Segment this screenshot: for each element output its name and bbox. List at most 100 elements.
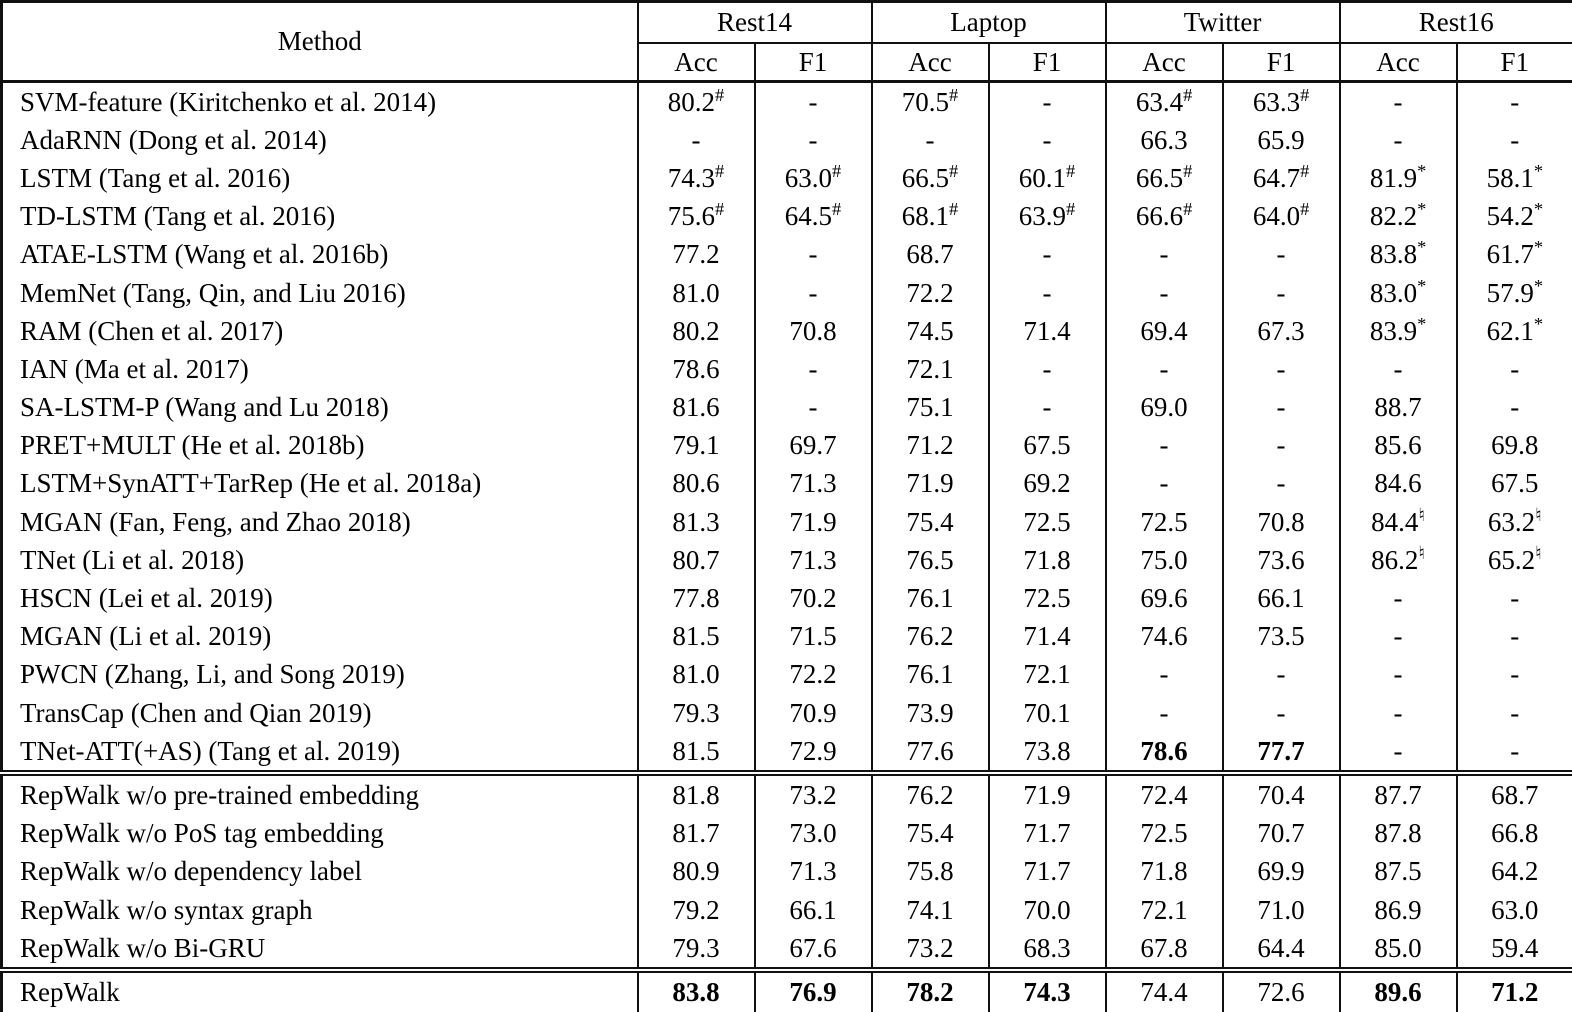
subheader-twitter-acc: Acc bbox=[1104, 43, 1223, 83]
value-cell: 71.7 bbox=[987, 814, 1106, 853]
value-cell: - bbox=[1455, 121, 1572, 160]
value-superscript-marker: * bbox=[1533, 199, 1543, 220]
value-cell: - bbox=[987, 388, 1106, 427]
value-cell: 64.5# bbox=[753, 197, 872, 236]
value-cell: 81.5 bbox=[636, 617, 755, 656]
table-row: LSTM (Tang et al. 2016) 74.3# 63.0# 66.5# 60… bbox=[2, 159, 1572, 198]
value-cell: - bbox=[1221, 464, 1340, 504]
subheader-twitter-f1: F1 bbox=[1221, 43, 1340, 83]
value-cell: 70.8 bbox=[753, 312, 872, 351]
method-cell: HSCN (Lei et al. 2019) bbox=[20, 583, 273, 614]
value-cell: 80.9 bbox=[636, 852, 755, 891]
table-row: PRET+MULT (He et al. 2018b) 79.1 69.7 71.2 6… bbox=[2, 426, 1572, 465]
value-cell: 70.1 bbox=[987, 694, 1106, 733]
value-cell: - bbox=[1221, 350, 1340, 389]
value-cell: 75.0 bbox=[1104, 541, 1223, 580]
value-superscript-marker: # bbox=[1300, 84, 1310, 105]
value-cell: 63.3# bbox=[1221, 81, 1340, 122]
value-cell: 70.8 bbox=[1221, 503, 1340, 542]
value-cell: 64.0# bbox=[1221, 197, 1340, 236]
value-cell: 69.9 bbox=[1221, 852, 1340, 891]
value-cell: - bbox=[1455, 81, 1572, 122]
value-cell: 76.9 bbox=[753, 967, 872, 1012]
value-cell: 72.5 bbox=[987, 503, 1106, 542]
value-cell: - bbox=[1104, 694, 1223, 733]
value-cell: 70.4 bbox=[1221, 770, 1340, 815]
value-cell: 69.8 bbox=[1455, 426, 1572, 465]
value-cell: 73.6 bbox=[1221, 541, 1340, 580]
value-cell: 63.9# bbox=[987, 197, 1106, 236]
method-cell: RepWalk w/o Bi-GRU bbox=[20, 932, 266, 963]
value-cell: 88.7 bbox=[1338, 388, 1457, 427]
value-cell: 70.9 bbox=[753, 694, 872, 733]
table-row: RepWalk w/o pre-trained embedding 81.8 73.… bbox=[1, 770, 1572, 815]
value-cell: - bbox=[1221, 235, 1340, 274]
value-cell: 74.6 bbox=[1104, 617, 1223, 656]
value-cell: 85.6 bbox=[1338, 426, 1457, 465]
value-cell: 80.2# bbox=[636, 81, 755, 122]
value-cell: - bbox=[753, 81, 872, 122]
value-cell: - bbox=[1455, 617, 1572, 656]
subheader-rest16-f1: F1 bbox=[1455, 43, 1572, 83]
value-cell: 84.4♮ bbox=[1338, 503, 1457, 542]
table-row: TNet (Li et al. 2018) 80.7 71.3 76.5 71.8 75.… bbox=[2, 541, 1572, 580]
subheader-rest14-acc: Acc bbox=[636, 43, 755, 83]
method-cell: RepWalk w/o dependency label bbox=[20, 856, 362, 887]
value-cell: 68.7 bbox=[870, 235, 989, 274]
value-cell: 72.4 bbox=[1104, 770, 1223, 815]
column-group-rest16: Rest16 bbox=[1338, 1, 1572, 44]
value-cell: - bbox=[753, 235, 872, 274]
subheader-laptop-acc: Acc bbox=[870, 43, 989, 83]
value-cell: 76.1 bbox=[870, 655, 989, 694]
table-row: RepWalk w/o PoS tag embedding 81.7 73.0 75.… bbox=[2, 814, 1572, 853]
value-superscript-marker: * bbox=[1533, 313, 1543, 334]
value-cell: 71.2 bbox=[870, 426, 989, 465]
value-cell: - bbox=[1338, 81, 1457, 122]
value-superscript-marker: ♮ bbox=[1535, 542, 1542, 563]
value-cell: 76.2 bbox=[870, 617, 989, 656]
value-cell: - bbox=[987, 350, 1106, 389]
value-cell: 74.3 bbox=[987, 967, 1106, 1012]
value-cell: 74.5 bbox=[870, 312, 989, 351]
method-cell: AdaRNN (Dong et al. 2014) bbox=[20, 124, 327, 155]
value-cell: 66.1 bbox=[753, 890, 872, 930]
value-cell: 70.0 bbox=[987, 890, 1106, 930]
value-cell: - bbox=[1104, 426, 1223, 465]
value-cell: 71.4 bbox=[987, 312, 1106, 351]
value-cell: 75.1 bbox=[870, 388, 989, 427]
value-cell: 72.5 bbox=[1104, 503, 1223, 542]
value-cell: 81.8 bbox=[636, 770, 755, 815]
value-cell: 59.4 bbox=[1455, 929, 1572, 971]
value-cell: 66.3 bbox=[1104, 121, 1223, 160]
table-body: SVM-feature (Kiritchenko et al. 2014) 80.… bbox=[1, 81, 1572, 1012]
value-cell: 86.9 bbox=[1338, 890, 1457, 930]
value-cell: 63.2♮ bbox=[1455, 503, 1572, 542]
value-cell: 78.6 bbox=[636, 350, 755, 389]
value-superscript-marker: # bbox=[1066, 160, 1076, 181]
column-group-twitter: Twitter bbox=[1104, 1, 1340, 44]
value-cell: 73.0 bbox=[753, 814, 872, 853]
value-cell: 81.7 bbox=[636, 814, 755, 853]
column-group-laptop: Laptop bbox=[870, 1, 1106, 44]
value-cell: 83.8* bbox=[1338, 235, 1457, 274]
value-superscript-marker: # bbox=[949, 84, 959, 105]
table-row: TD-LSTM (Tang et al. 2016) 75.6# 64.5# 68.1… bbox=[2, 197, 1572, 236]
table-row: LSTM+SynATT+TarRep (He et al. 2018a) 80.6… bbox=[2, 464, 1572, 504]
value-cell: 72.5 bbox=[1104, 814, 1223, 853]
value-cell: 67.5 bbox=[987, 426, 1106, 465]
value-cell: 58.1* bbox=[1455, 159, 1572, 198]
method-cell: RAM (Chen et al. 2017) bbox=[20, 315, 284, 346]
value-cell: 67.6 bbox=[753, 929, 872, 971]
value-cell: 64.2 bbox=[1455, 852, 1572, 891]
value-cell: - bbox=[1221, 388, 1340, 427]
value-cell: 70.7 bbox=[1221, 814, 1340, 853]
table-row: IAN (Ma et al. 2017) 78.6-72.1- - - - - bbox=[2, 350, 1572, 389]
value-cell: 72.2 bbox=[753, 655, 872, 694]
value-cell: 69.7 bbox=[753, 426, 872, 465]
table-row: RepWalk w/o dependency label 80.9 71.3 75.8… bbox=[2, 852, 1572, 891]
value-cell: - bbox=[753, 350, 872, 389]
value-cell: 82.2* bbox=[1338, 197, 1457, 236]
value-cell: 81.5 bbox=[636, 732, 755, 774]
value-cell: - bbox=[1455, 388, 1572, 427]
value-cell: 71.7 bbox=[987, 852, 1106, 891]
